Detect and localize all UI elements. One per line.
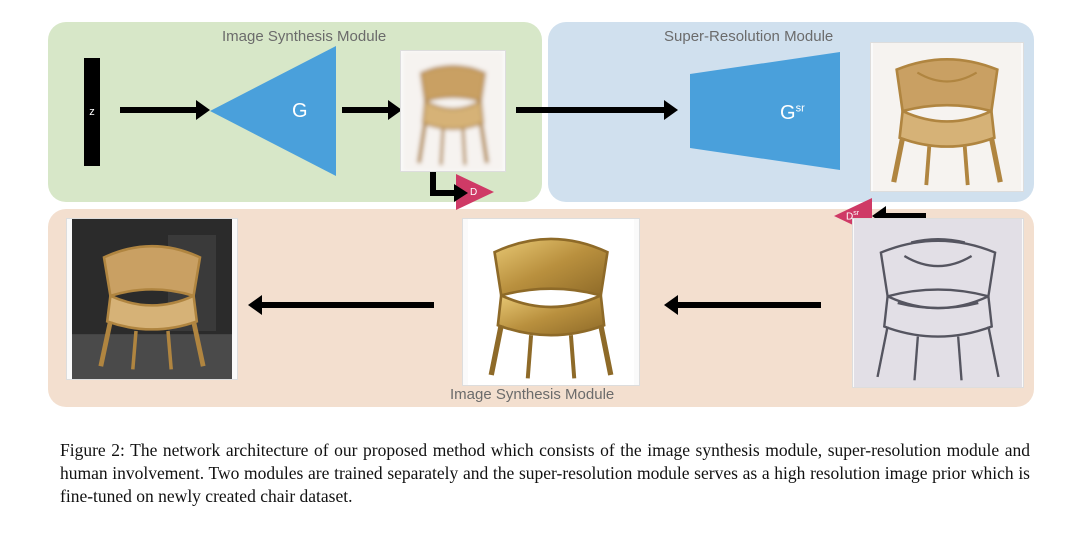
caption-text: The network architecture of our proposed… xyxy=(60,440,1030,506)
dsr-label-sup: sr xyxy=(853,210,859,217)
latent-z-label: z xyxy=(89,106,95,118)
bottom-title: Image Synthesis Module xyxy=(450,386,614,403)
caption-label: Figure 2: xyxy=(60,440,125,460)
latent-z-block: z xyxy=(84,58,100,166)
synthesis-title: Image Synthesis Module xyxy=(222,28,386,45)
arrow-sketch-to-gold xyxy=(676,302,821,308)
generator-gsr-shape xyxy=(690,52,840,170)
arrow-z-to-g xyxy=(120,107,198,113)
blurred-chair-image xyxy=(400,50,506,172)
sketch-chair-image xyxy=(852,218,1024,388)
arrow-g-to-img xyxy=(342,107,390,113)
superres-title: Super-Resolution Module xyxy=(664,28,833,45)
gsr-label-sup: sr xyxy=(796,102,805,114)
highres-chair-image xyxy=(870,42,1024,192)
arrow-gold-to-photo xyxy=(260,302,434,308)
figure-caption: Figure 2: The network architecture of ou… xyxy=(60,439,1030,508)
discriminator-d-label: D xyxy=(470,187,477,198)
gold-render-chair-image xyxy=(462,218,640,386)
generator-g-shape xyxy=(210,46,336,176)
generator-g-label: G xyxy=(292,100,308,123)
arrow-img-to-gsr xyxy=(516,107,666,113)
photo-chair-image xyxy=(66,218,238,380)
gsr-label-main: G xyxy=(780,102,796,124)
elbow-img-to-d xyxy=(430,168,456,196)
generator-gsr-label: Gsr xyxy=(780,102,805,125)
